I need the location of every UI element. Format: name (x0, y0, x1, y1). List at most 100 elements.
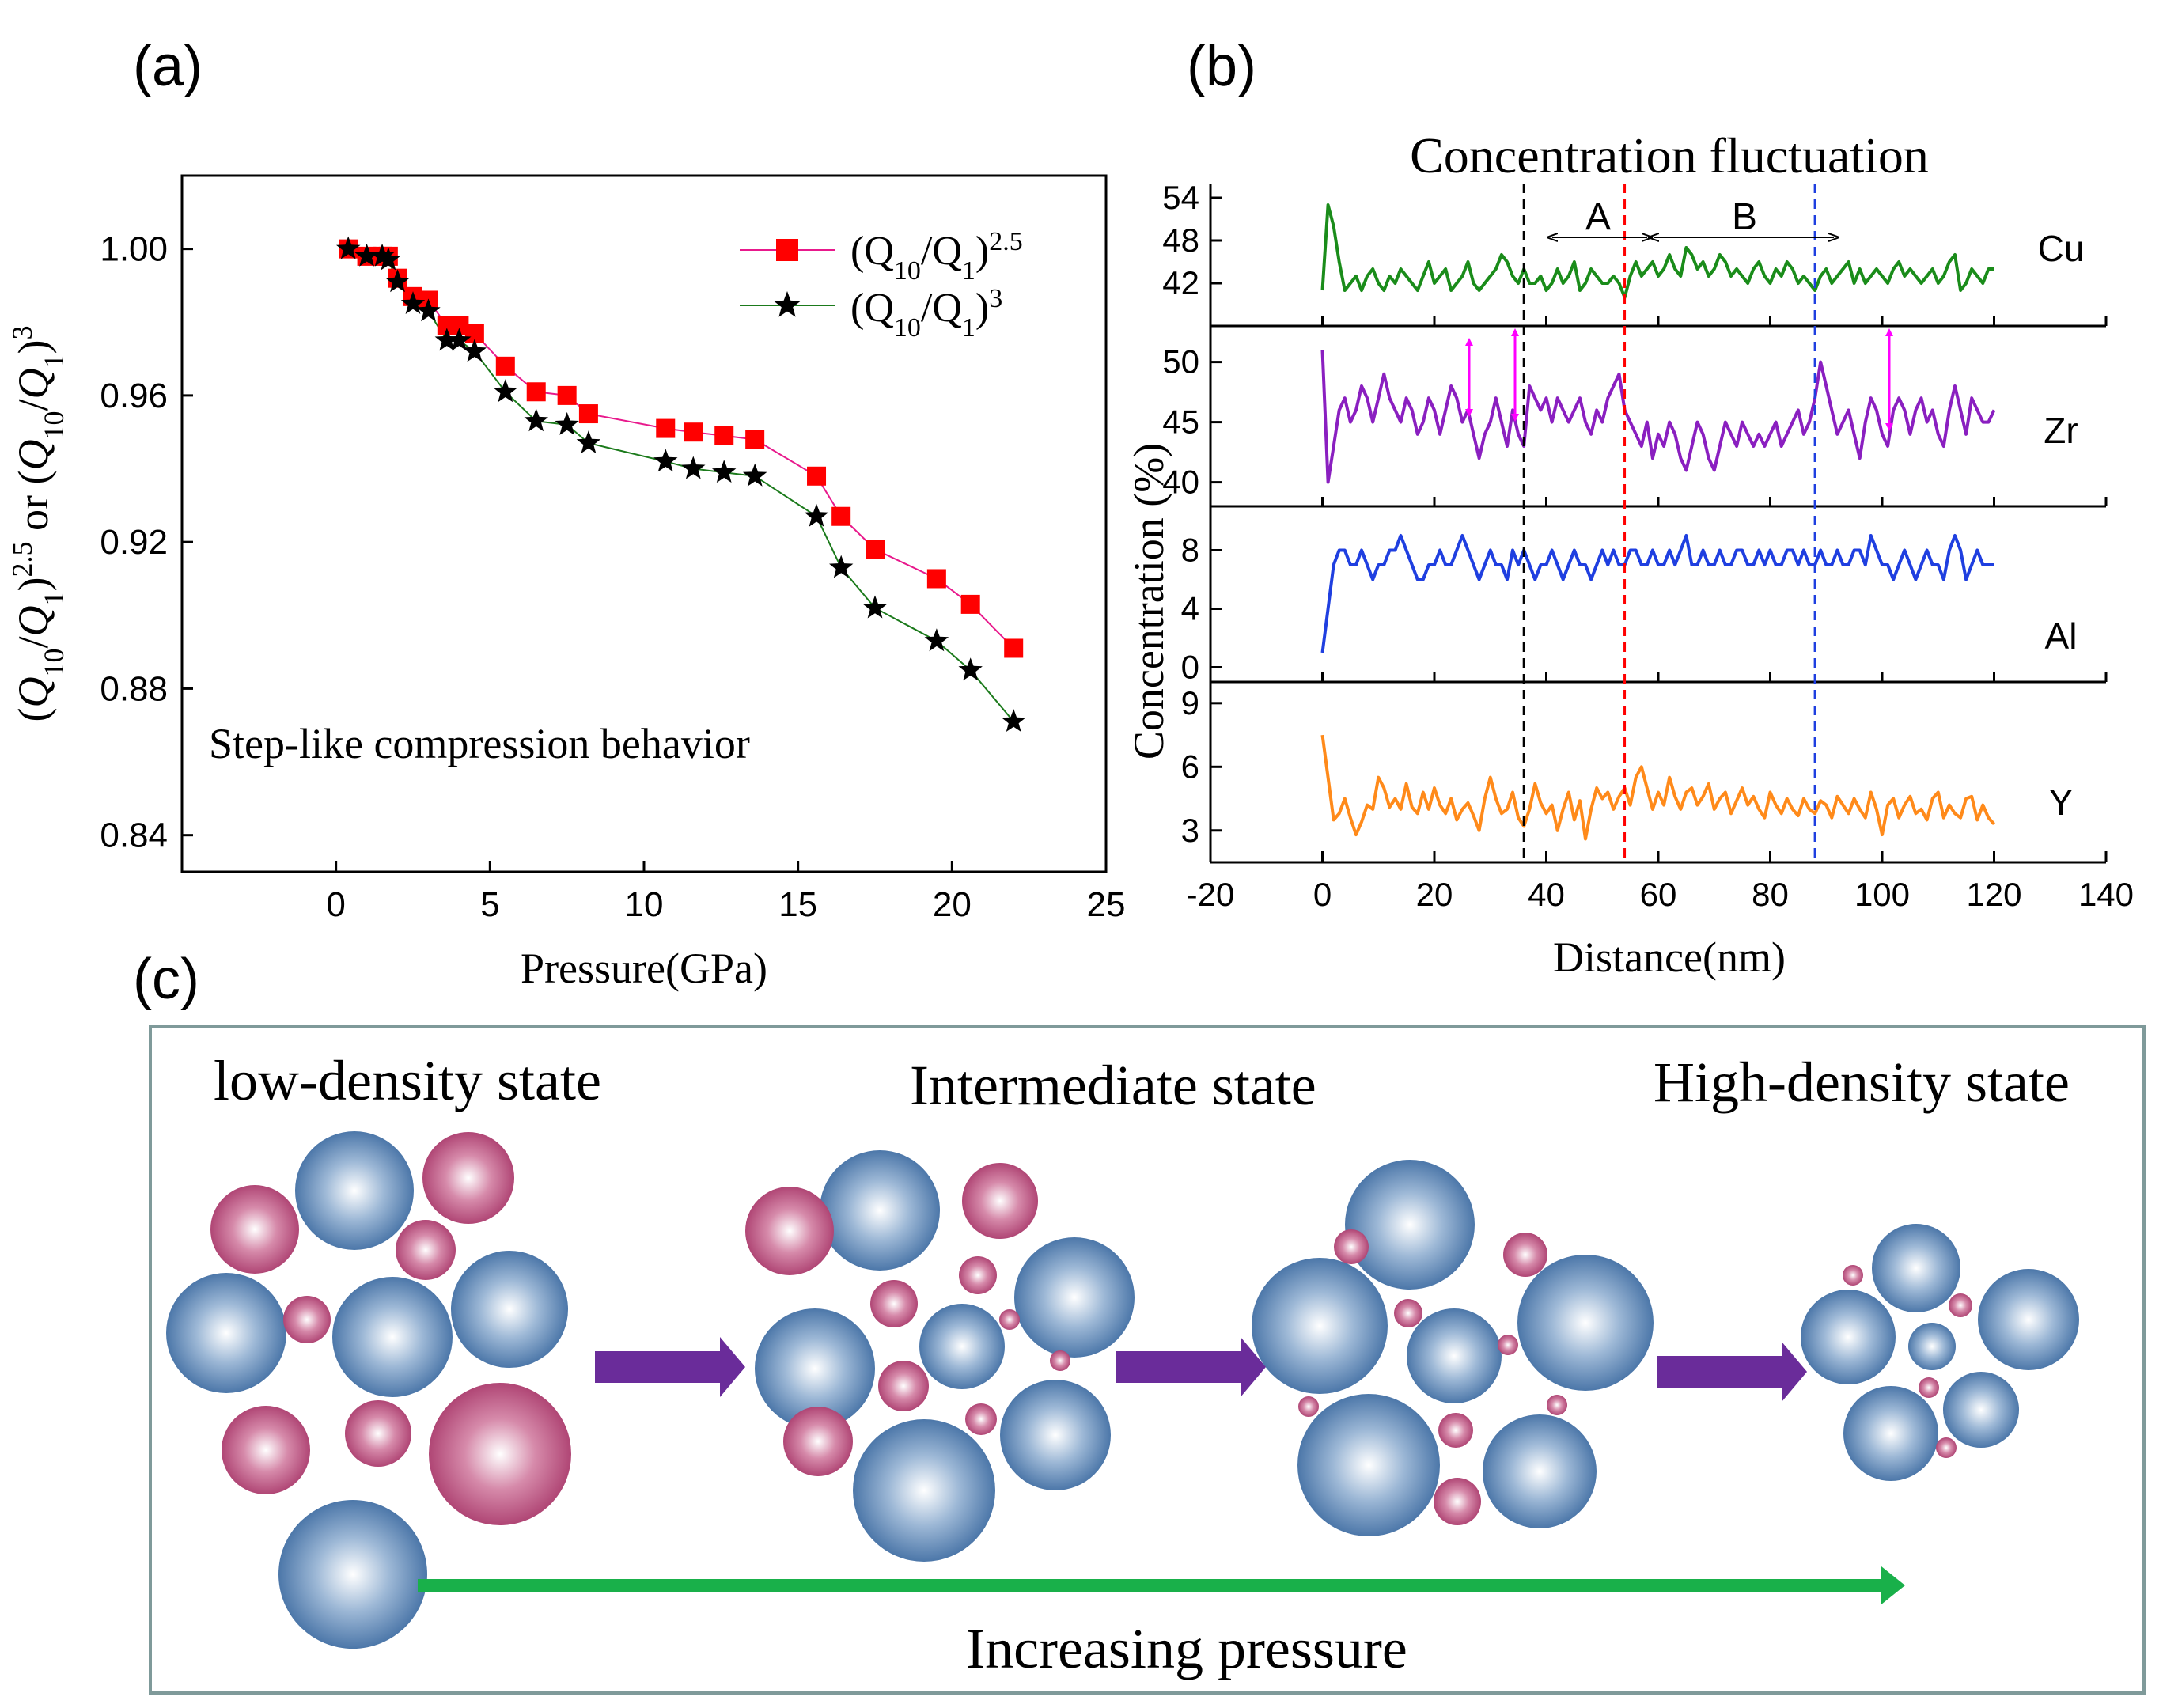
atom-large (1407, 1308, 1502, 1403)
cluster-intermediate-1 (745, 1150, 1135, 1562)
data-point-q25 (807, 466, 827, 486)
data-point-q25 (960, 594, 980, 614)
atom-small (783, 1407, 853, 1476)
atom-large (755, 1308, 875, 1429)
data-point-q3 (336, 236, 361, 259)
atom-large (1978, 1269, 2079, 1370)
element-label-y: Y (2049, 782, 2074, 823)
x-tick-label: 80 (1752, 876, 1789, 913)
series-line-q25 (347, 248, 1014, 649)
region-b-label: B (1732, 196, 1757, 238)
region-a-label: A (1585, 196, 1611, 238)
atom-large (1000, 1380, 1111, 1490)
y-tick-label: 0 (1181, 649, 1199, 686)
cluster-low-density (166, 1131, 571, 1649)
atom-small (1394, 1299, 1422, 1327)
atom-small (1334, 1229, 1369, 1264)
atom-large (451, 1251, 568, 1368)
data-point-q3 (369, 243, 395, 267)
y-tick-label: 0.88 (100, 669, 168, 708)
y-tick-label: 48 (1162, 222, 1199, 259)
atom-large (1908, 1323, 1956, 1370)
x-tick-label: -20 (1187, 876, 1235, 913)
data-point-q3 (416, 298, 441, 322)
atom-small (1547, 1395, 1567, 1415)
panel-a-y-axis-title: (Q10/Q1)2.5 or (Q10/Q1)3 (6, 326, 70, 722)
atom-small (1919, 1377, 1939, 1398)
data-point-q25 (495, 356, 515, 376)
data-point-q25 (1004, 638, 1024, 658)
atom-large (1872, 1224, 1960, 1312)
atom-small (1498, 1335, 1518, 1355)
atom-small (870, 1280, 918, 1327)
atom-small (222, 1406, 310, 1494)
data-point-q25 (866, 540, 885, 559)
data-point-q3 (434, 328, 459, 351)
label-increasing-pressure: Increasing pressure (966, 1617, 1407, 1680)
y-tick-label: 50 (1162, 343, 1199, 381)
panel-a-label: (a) (133, 35, 203, 98)
x-tick-label: 0 (326, 885, 345, 924)
atom-large (919, 1304, 1005, 1389)
data-point-q3 (829, 555, 854, 578)
data-point-q3 (681, 456, 706, 479)
y-tick-label: 0.92 (100, 523, 168, 562)
label-intermediate: Intermediate state (910, 1054, 1316, 1117)
panel-b-x-axis-title: Distance(nm) (1553, 934, 1786, 981)
data-point-q3 (712, 460, 737, 483)
panel-a-x-axis-title: Pressure(GPa) (521, 945, 767, 992)
x-tick-label: 120 (1966, 876, 2021, 913)
x-tick-label: 60 (1640, 876, 1677, 913)
y-tick-label: 6 (1181, 748, 1199, 785)
atom-large (1943, 1372, 2019, 1448)
atom-small (1298, 1396, 1319, 1417)
panel-c-label: (c) (133, 948, 199, 1011)
data-point-q3 (447, 328, 472, 351)
x-tick-label: 20 (1416, 876, 1453, 913)
data-point-q3 (742, 463, 767, 487)
atom-large (1297, 1394, 1440, 1536)
data-point-q3 (924, 628, 949, 652)
label-low-density: low-density state (214, 1049, 601, 1112)
atom-small (1050, 1350, 1070, 1371)
atom-large (820, 1150, 940, 1271)
atom-small (283, 1296, 331, 1343)
data-point-q3 (462, 339, 487, 362)
atom-small (959, 1256, 997, 1294)
atom-large (1517, 1255, 1654, 1391)
series-line-zr (1320, 350, 1996, 484)
data-point-q25 (745, 430, 765, 449)
atom-large (1843, 1386, 1938, 1481)
y-tick-label: 0.96 (100, 377, 168, 415)
data-point-q3 (862, 595, 888, 619)
data-point-q3 (555, 411, 579, 435)
atom-small (962, 1163, 1038, 1239)
atom-small (422, 1132, 514, 1224)
element-label-al: Al (2045, 615, 2078, 657)
y-tick-label: 8 (1181, 532, 1199, 569)
x-tick-label: 100 (1854, 876, 1910, 913)
data-point-q3 (400, 291, 426, 314)
legend-label-q3: (Q10/Q1)3 (850, 284, 1002, 343)
panel-a-annotation: Step-like compression behavior (209, 720, 750, 767)
atom-small (1949, 1293, 1972, 1317)
panel-b-vertical-markers (1522, 184, 1816, 862)
atom-small (1936, 1437, 1957, 1458)
transition-arrow-2 (1116, 1337, 1266, 1397)
x-tick-label: 10 (625, 885, 664, 924)
y-tick-label: 3 (1181, 812, 1199, 849)
atom-small (1438, 1413, 1473, 1448)
atom-small (345, 1400, 411, 1467)
y-tick-label: 0.84 (100, 816, 168, 855)
x-tick-label: 40 (1528, 876, 1565, 913)
data-point-q3 (1002, 709, 1026, 732)
atom-large (853, 1419, 995, 1562)
data-point-q3 (576, 430, 601, 453)
atom-small (999, 1309, 1020, 1330)
data-point-q3 (354, 243, 379, 267)
data-point-q25 (831, 506, 851, 526)
atom-small (878, 1361, 929, 1411)
x-tick-label: 5 (480, 885, 499, 924)
x-tick-label: 15 (778, 885, 817, 924)
